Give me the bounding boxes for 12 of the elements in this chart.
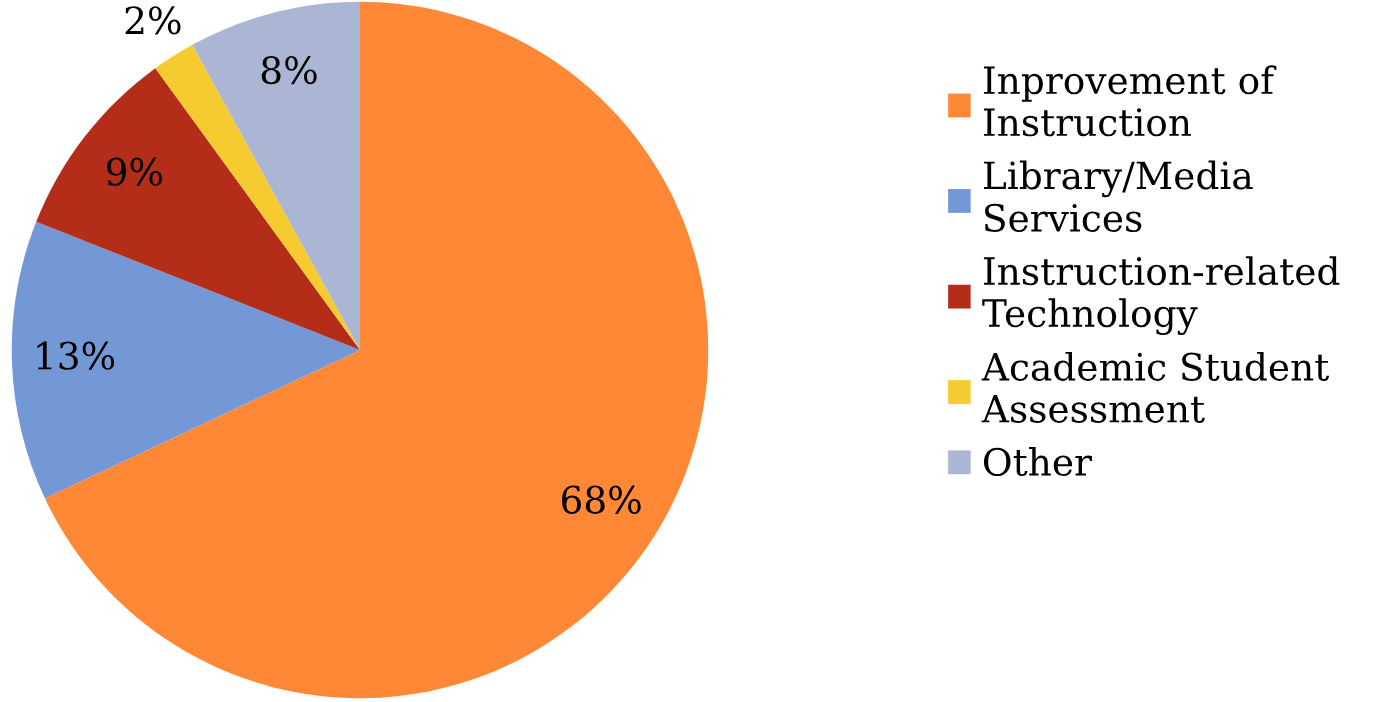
legend-label: Other [983, 447, 1092, 477]
legend-label: Library/Media Services [983, 160, 1253, 233]
data-label: 2% [125, 6, 181, 35]
data-label: 13% [37, 341, 115, 370]
pie-slice [11, 221, 360, 499]
legend-label: Academic Student Assessment [981, 351, 1330, 423]
data-label: 8% [261, 55, 317, 85]
data-label: 9% [106, 157, 163, 186]
pie-slice [192, 1, 360, 350]
legend-label: Inprovement of Instruction [983, 65, 1277, 137]
legend-label: Instruction-related Technology [982, 256, 1340, 336]
data-label: 68% [561, 485, 641, 514]
